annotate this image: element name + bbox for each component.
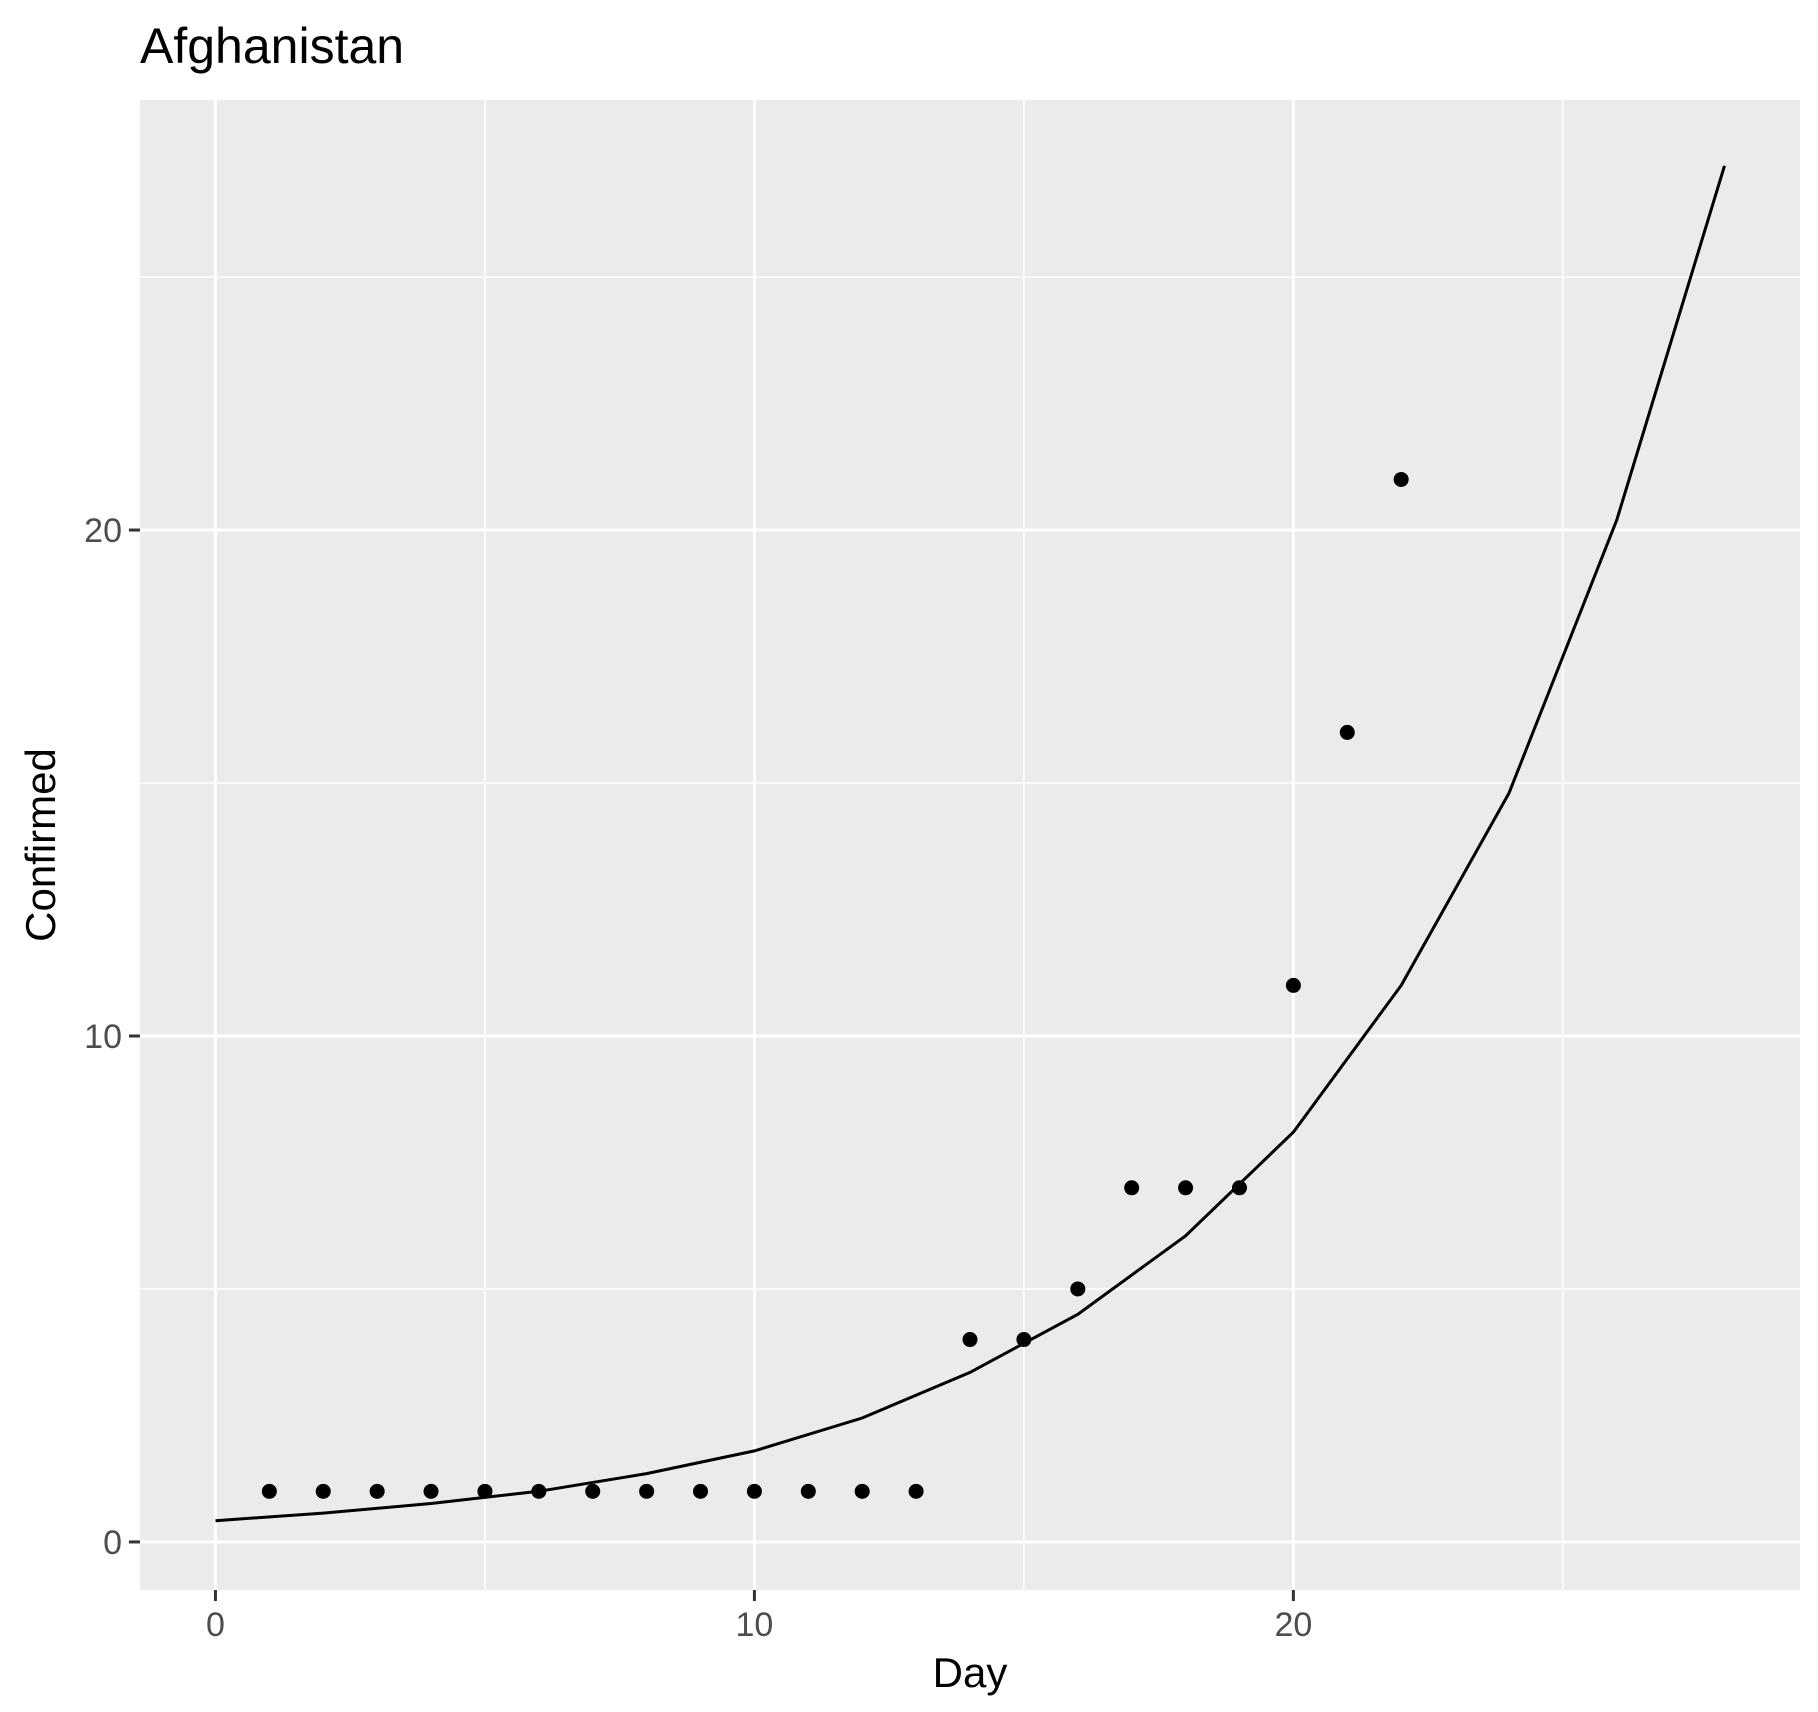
data-point (477, 1483, 493, 1499)
major-gridlines (140, 100, 1800, 1590)
data-point (1124, 1180, 1140, 1196)
data-point (423, 1483, 439, 1499)
y-tick-label: 10 (84, 1018, 122, 1056)
data-point (531, 1483, 547, 1499)
data-point (1393, 471, 1409, 487)
data-point (1231, 1180, 1247, 1196)
data-point (693, 1483, 709, 1499)
plot-panel (140, 100, 1800, 1590)
data-point (908, 1483, 924, 1499)
data-point (1070, 1281, 1086, 1297)
data-point (1339, 724, 1355, 740)
data-point (800, 1483, 816, 1499)
data-point (585, 1483, 601, 1499)
data-point (1285, 977, 1301, 993)
data-point (639, 1483, 655, 1499)
data-points (261, 471, 1409, 1499)
x-axis-ticks: 0 10 20 (206, 1590, 1312, 1644)
x-tick-label: 20 (1274, 1606, 1312, 1644)
data-point (1016, 1332, 1032, 1348)
y-axis-ticks: 0 10 20 (84, 512, 140, 1562)
chart-title: Afghanistan (140, 18, 404, 74)
x-tick-label: 10 (736, 1606, 774, 1644)
x-axis-label: Day (933, 1649, 1008, 1696)
data-point (962, 1332, 978, 1348)
fitted-curve (215, 165, 1726, 1523)
data-point (261, 1483, 277, 1499)
data-point (369, 1483, 385, 1499)
x-tick-label: 0 (206, 1606, 225, 1644)
minor-gridlines (140, 100, 1800, 1590)
y-tick-label: 0 (103, 1524, 122, 1562)
data-point (1178, 1180, 1194, 1196)
y-tick-label: 20 (84, 512, 122, 550)
y-axis-label: Confirmed (17, 748, 64, 942)
data-point (854, 1483, 870, 1499)
data-point (315, 1483, 331, 1499)
data-point (746, 1483, 762, 1499)
